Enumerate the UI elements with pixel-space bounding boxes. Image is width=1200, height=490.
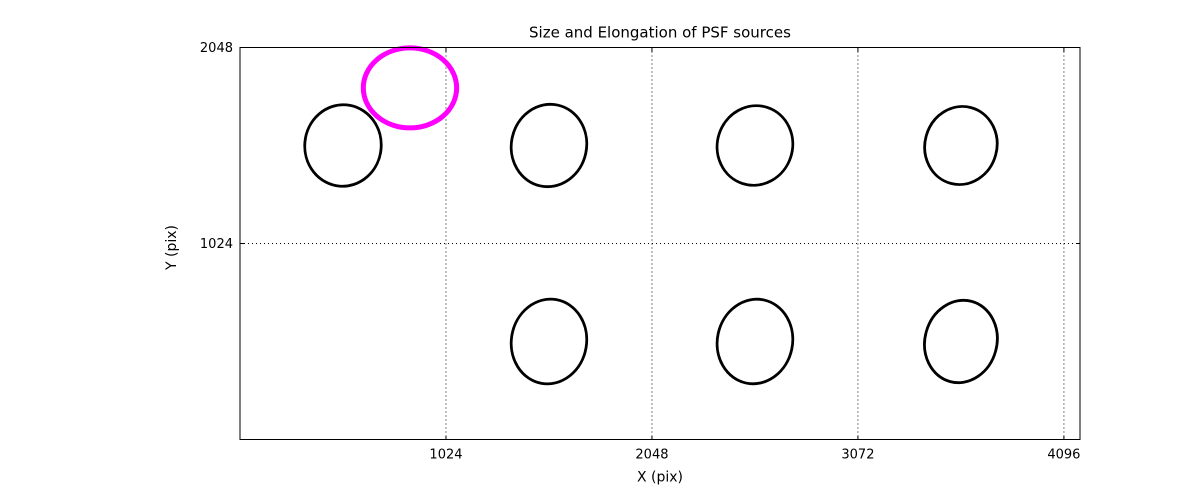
psf-source-ellipse-1 <box>509 102 589 189</box>
y-axis-label: Y (pix) <box>164 225 180 271</box>
x-axis-label: X (pix) <box>637 470 683 486</box>
x-tick-label-3072: 3072 <box>841 448 874 463</box>
psf-source-ellipse-2 <box>715 104 795 187</box>
y-tick-label-2048: 2048 <box>200 41 233 56</box>
y-tick-label-1024: 1024 <box>200 237 233 252</box>
psf-source-ellipse-3 <box>923 105 999 186</box>
x-tick-label-1024: 1024 <box>429 448 462 463</box>
x-tick-label-4096: 4096 <box>1047 448 1080 463</box>
psf-source-ellipse-5 <box>715 297 795 386</box>
psf-source-ellipse-0 <box>303 103 383 188</box>
psf-source-ellipse-6 <box>923 298 999 385</box>
x-tick-label-2048: 2048 <box>635 448 668 463</box>
chart-title: Size and Elongation of PSF sources <box>529 24 791 42</box>
psf-source-ellipse-4 <box>509 297 589 386</box>
